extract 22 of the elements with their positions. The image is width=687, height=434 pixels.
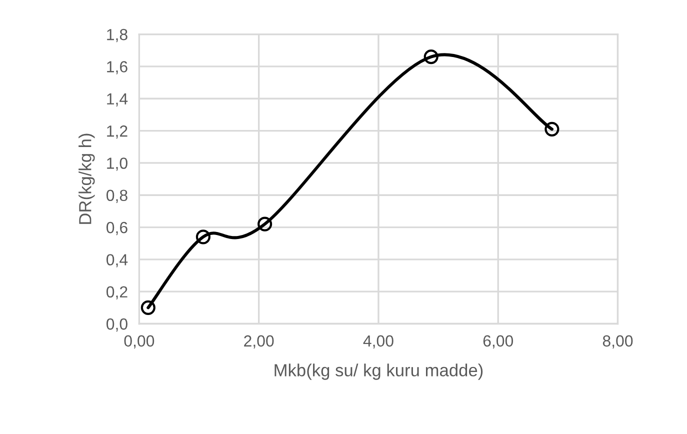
point [544,122,560,136]
y-tick-label: 0,2 [106,286,128,300]
y-tick-label: 1,6 [107,61,128,74]
point [258,216,272,232]
y-tick-label: 0,6 [106,222,128,236]
y-tick-label: 1,4 [107,93,128,106]
x-tick-label: 8,00 [602,335,633,348]
y-tick-label: 0,8 [106,190,128,203]
y-tick-label: 1,2 [107,125,128,139]
x-tick-label: 4,00 [363,335,394,348]
y-tick-label: 0,4 [106,254,128,268]
point [140,300,156,315]
point [424,50,438,64]
x-axis-title: Mkb(kg su/ kg kuru madde) [274,364,483,380]
y-tick-label: 0,0 [106,318,128,332]
y-tick-label: 1,8 [107,28,128,42]
y-axis-title: DR(kg/kg h) [78,134,95,224]
x-tick-label: 2,00 [244,335,274,348]
x-tick-label: 0,00 [124,335,154,348]
point [196,230,210,244]
x-tick-label: 6,00 [483,335,514,348]
y-tick-label: 1,0 [107,158,128,171]
